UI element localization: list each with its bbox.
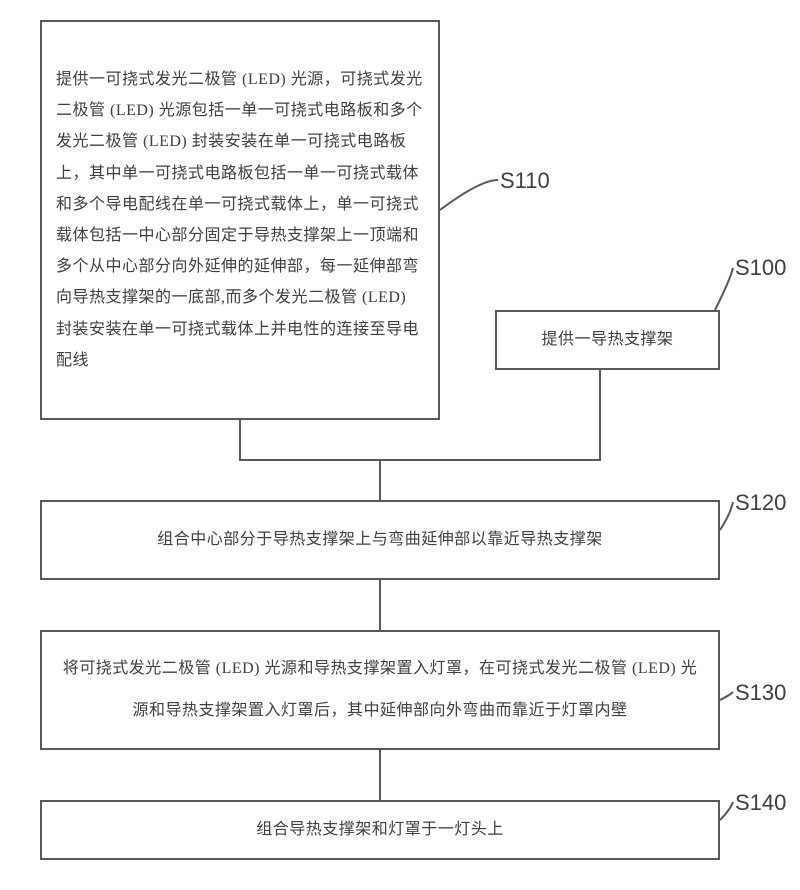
flow-connectors [0,0,800,890]
flowchart-canvas: 提供一可挠式发光二极管 (LED) 光源，可挠式发光二极管 (LED) 光源包括… [0,0,800,890]
